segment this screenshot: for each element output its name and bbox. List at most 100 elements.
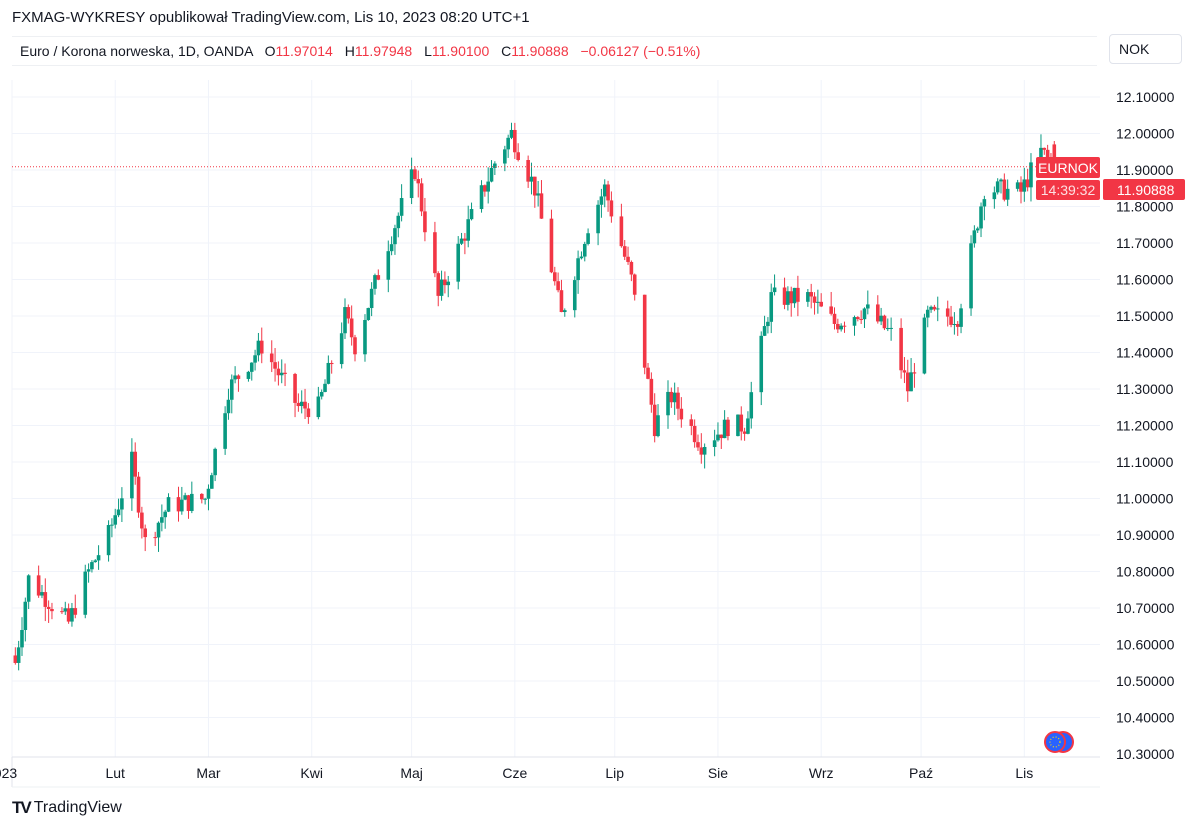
time-tick-label: Wrz	[809, 765, 834, 781]
candle-body	[13, 655, 18, 663]
price-tick-label: 10.90000	[1116, 527, 1175, 543]
candle-body	[796, 287, 800, 302]
candle-body	[63, 608, 68, 612]
price-axis[interactable]: 12.10000 12.00000 11.90000 11.80000 11.70000…	[1116, 89, 1175, 762]
candle-body	[689, 419, 694, 426]
candle-body	[746, 418, 750, 434]
candle-body	[133, 451, 138, 477]
candle-body	[343, 307, 347, 334]
candle-body	[722, 419, 727, 439]
candle-body	[269, 353, 274, 363]
candle-body	[319, 391, 324, 397]
candle-body	[899, 327, 903, 371]
candle-body	[106, 525, 111, 556]
candle-body	[679, 408, 684, 420]
candle-body	[866, 304, 870, 309]
price-tick-label: 11.00000	[1116, 491, 1174, 507]
currency-button[interactable]: NOK	[1109, 34, 1182, 64]
candle-body	[489, 167, 494, 182]
candle-body	[236, 375, 241, 379]
candle-body	[772, 287, 777, 293]
candle-body	[862, 308, 867, 320]
tv-logo-icon: TV	[12, 798, 32, 817]
symbol-name[interactable]: Euro / Korona norweska, 1D, OANDA	[20, 43, 253, 59]
candle-body	[90, 562, 94, 570]
candle-body	[253, 355, 257, 363]
candle-body	[136, 476, 141, 513]
candle-body	[596, 204, 600, 234]
candle-body	[316, 396, 321, 418]
price-tick-label: 11.60000	[1116, 272, 1174, 288]
open-label: O	[264, 43, 276, 59]
candle-body	[812, 296, 817, 303]
candle-body	[959, 308, 963, 327]
candle-body	[859, 319, 863, 321]
candle-body	[323, 383, 327, 392]
candle-body	[669, 391, 674, 403]
candle-body	[183, 495, 187, 500]
symbol-legend: Euro / Korona norweska, 1D, OANDA O11.97…	[12, 36, 1097, 66]
price-tag-price: 11.90888	[1117, 182, 1175, 198]
price-tick-label: 12.10000	[1116, 89, 1175, 105]
candle-body	[363, 320, 367, 355]
candle-body	[389, 244, 394, 252]
tradingview-logo[interactable]: TV TradingView	[12, 798, 122, 818]
candle-body	[190, 493, 194, 511]
price-tick-label: 10.50000	[1116, 673, 1175, 689]
candle-body	[233, 375, 237, 380]
price-tick-label: 10.60000	[1116, 637, 1175, 653]
candle-body	[1005, 188, 1010, 200]
candle-body	[373, 275, 377, 289]
candle-body	[902, 370, 907, 373]
candle-body	[935, 308, 940, 310]
candle-body	[809, 292, 813, 297]
candle-body	[86, 569, 91, 572]
candle-body	[529, 176, 534, 182]
candle-body	[572, 280, 577, 311]
grid	[11, 80, 1100, 787]
candle-body	[975, 228, 980, 231]
candle-body	[912, 372, 917, 374]
candle-body	[506, 137, 510, 150]
candle-body	[210, 475, 214, 489]
eu-flag-event-icon[interactable]	[1044, 731, 1074, 753]
candle-body	[619, 216, 624, 247]
candle-body	[436, 273, 441, 296]
candle-body	[433, 232, 437, 274]
candle-body	[479, 185, 484, 210]
candle-body	[995, 181, 1000, 193]
time-tick-label: Lut	[105, 765, 125, 781]
price-tick-label: 11.80000	[1116, 199, 1174, 215]
candle-body	[992, 192, 997, 200]
candle-body	[513, 129, 517, 153]
time-axis[interactable]: 2023 Lut Mar Kwi Maj Cze Lip Sie Wrz Paź Lis	[0, 756, 1100, 788]
candle-body	[829, 306, 833, 314]
candle-body	[885, 328, 890, 330]
candle-body	[456, 243, 461, 282]
countdown-tag: 14:39:32	[1036, 180, 1100, 200]
candle-body	[463, 238, 467, 241]
candle-body	[443, 279, 447, 286]
candle-body	[516, 152, 520, 161]
candle-body	[909, 372, 913, 392]
time-tick-label: Lis	[1015, 765, 1033, 781]
symbol-tag: EURNOK	[1036, 157, 1100, 178]
candle-body	[1045, 149, 1050, 158]
candle-body	[70, 608, 74, 622]
candle-body	[203, 498, 207, 500]
candle-body	[176, 497, 181, 512]
price-tick-label: 11.40000	[1116, 345, 1174, 361]
price-tag: 11.90888	[1103, 179, 1185, 200]
candle-body	[726, 419, 730, 437]
candle-body	[1022, 179, 1027, 192]
candle-body	[839, 325, 843, 330]
candle-body	[1039, 147, 1043, 163]
candle-body	[73, 608, 78, 615]
candle-body	[83, 571, 88, 615]
candle-body	[955, 324, 960, 327]
candle-body	[1019, 182, 1023, 192]
candle-body	[719, 434, 724, 439]
candle-body	[326, 362, 331, 384]
candle-body	[559, 290, 564, 313]
